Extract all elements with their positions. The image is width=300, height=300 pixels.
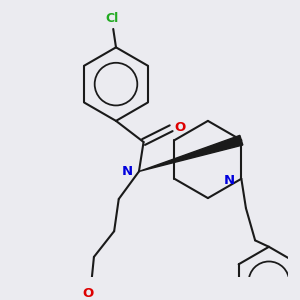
Text: N: N — [224, 174, 235, 187]
Text: Cl: Cl — [106, 12, 119, 25]
Text: O: O — [83, 287, 94, 300]
Text: O: O — [175, 121, 186, 134]
Polygon shape — [139, 135, 243, 171]
Text: N: N — [122, 165, 133, 178]
